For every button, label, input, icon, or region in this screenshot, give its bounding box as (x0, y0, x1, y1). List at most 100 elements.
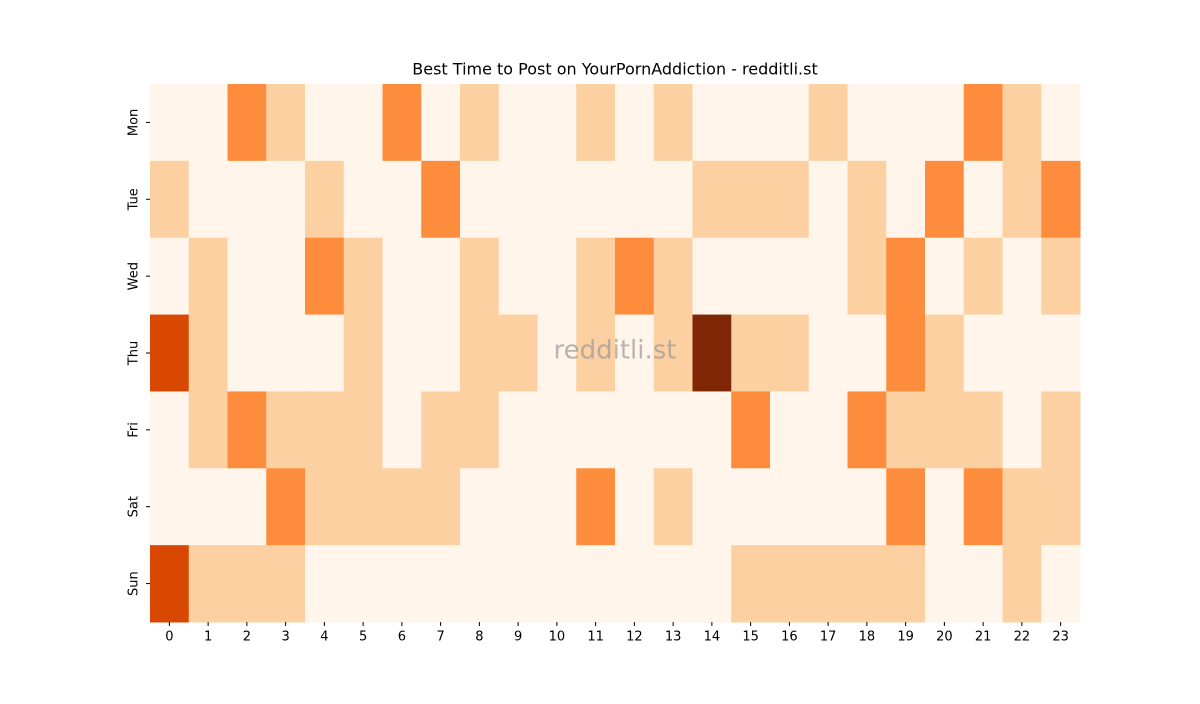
heat-cell (731, 160, 771, 239)
heat-cell (188, 160, 228, 239)
heat-cell (731, 84, 771, 162)
heat-cell (886, 160, 926, 239)
heat-cell (343, 237, 383, 316)
heat-cell (1002, 160, 1042, 239)
heat-cell (615, 84, 655, 162)
heat-cell (460, 468, 500, 546)
heat-cell (460, 160, 500, 239)
heat-cell (498, 160, 538, 239)
heat-cell (382, 237, 422, 316)
heat-cell (266, 391, 306, 469)
heat-cell (653, 545, 693, 623)
y-tick-label: Fri (127, 422, 142, 438)
heat-cell (653, 468, 693, 546)
heat-cell (227, 84, 267, 162)
heat-cell (1002, 468, 1042, 546)
x-tick-label: 8 (475, 630, 483, 645)
heat-cell (343, 84, 383, 162)
heat-cell (227, 237, 267, 316)
heat-cell (963, 468, 1003, 546)
heat-cell (188, 468, 228, 546)
heat-cell (537, 314, 577, 392)
heat-cell (615, 545, 655, 623)
heat-cell (266, 160, 306, 239)
heat-cell (382, 314, 422, 392)
heat-cell (305, 314, 345, 392)
heat-cell (692, 545, 732, 623)
heat-cell (421, 314, 461, 392)
heat-cell (266, 545, 306, 623)
heat-cell (1041, 314, 1081, 392)
heat-cell (421, 160, 461, 239)
x-tick-label: 19 (897, 630, 914, 645)
heat-cell (925, 314, 965, 392)
heat-cell (1041, 545, 1081, 623)
heat-cell (537, 237, 577, 316)
heat-cell (498, 314, 538, 392)
heat-cell (963, 545, 1003, 623)
heat-cell (343, 160, 383, 239)
heat-cell (382, 545, 422, 623)
heat-cell (847, 391, 887, 469)
heat-cell (421, 545, 461, 623)
heat-cell (731, 545, 771, 623)
heat-cell (847, 160, 887, 239)
x-tick-label: 20 (936, 630, 953, 645)
heat-cell (305, 84, 345, 162)
heat-cell (847, 545, 887, 623)
heat-cell (150, 468, 190, 546)
x-tick-label: 15 (742, 630, 759, 645)
heat-cell (421, 84, 461, 162)
heat-cell (692, 391, 732, 469)
heat-cell (537, 391, 577, 469)
heat-cell (150, 160, 190, 239)
heat-cell (1002, 545, 1042, 623)
heat-cell (847, 237, 887, 316)
heat-cell (1002, 391, 1042, 469)
heat-cell (576, 237, 616, 316)
heat-cell (1041, 84, 1081, 162)
heat-cell (731, 391, 771, 469)
heat-cell (653, 391, 693, 469)
heat-cell (925, 237, 965, 316)
y-tick-label: Mon (127, 109, 142, 136)
heat-cell (615, 237, 655, 316)
heat-cell (847, 468, 887, 546)
heat-cell (460, 237, 500, 316)
heat-cell (188, 84, 228, 162)
heat-cell (227, 391, 267, 469)
heat-cell (963, 84, 1003, 162)
x-tick-label: 16 (781, 630, 798, 645)
heat-cell (343, 391, 383, 469)
heat-cell (382, 468, 422, 546)
x-tick-label: 12 (626, 630, 643, 645)
heat-cell (343, 545, 383, 623)
heat-cell (421, 468, 461, 546)
heat-cell (653, 160, 693, 239)
heat-cell (770, 84, 810, 162)
heat-cell (692, 237, 732, 316)
x-tick-label: 7 (436, 630, 444, 645)
heat-cell (770, 314, 810, 392)
heat-cell (925, 160, 965, 239)
heat-cell (266, 468, 306, 546)
heat-cell (615, 314, 655, 392)
heat-cell (925, 468, 965, 546)
heat-cell (576, 545, 616, 623)
heat-cell (498, 468, 538, 546)
heat-cell (460, 391, 500, 469)
heat-cell (615, 468, 655, 546)
heat-cell (886, 314, 926, 392)
heat-cell (188, 545, 228, 623)
heat-cell (576, 314, 616, 392)
x-tick-label: 17 (820, 630, 837, 645)
heat-cell (653, 237, 693, 316)
heat-cell (653, 84, 693, 162)
heat-cell (808, 160, 848, 239)
heat-cell (305, 160, 345, 239)
heat-cell (343, 468, 383, 546)
heat-cell (150, 84, 190, 162)
heat-cell (770, 468, 810, 546)
heat-cell (576, 160, 616, 239)
heat-cell (537, 468, 577, 546)
